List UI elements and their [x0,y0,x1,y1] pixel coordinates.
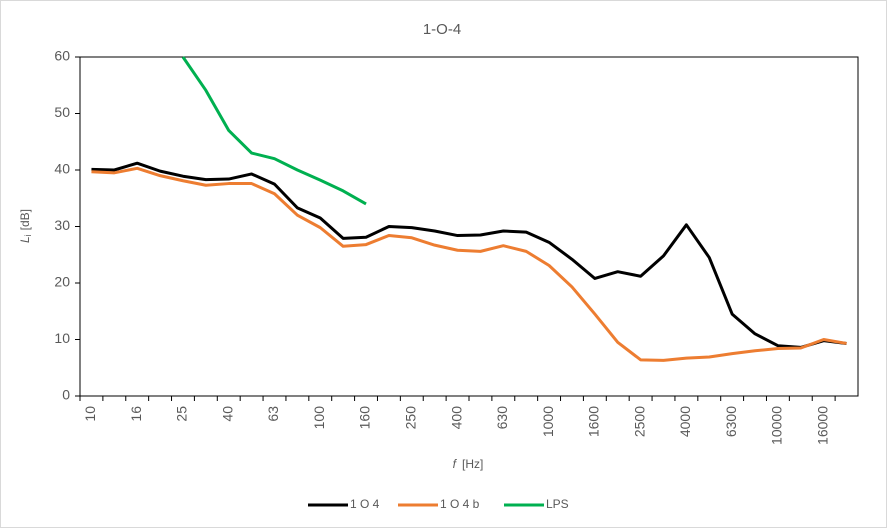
y-tick-label: 40 [54,161,70,177]
y-tick-label: 0 [62,387,70,403]
chart-title: 1-O-4 [423,21,461,38]
y-label-subscript: i [23,234,33,236]
x-tick-label: 1000 [540,406,556,437]
x-tick-label: 25 [174,406,190,422]
y-axis-label: Li [dB] [18,209,33,243]
x-tick-label: 400 [448,406,464,430]
x-tick-label: 16000 [814,406,830,445]
y-tick-label: 50 [54,104,70,120]
x-tick-label: 10000 [769,406,785,445]
series-line [91,161,847,349]
x-axis-label: f [Hz] [453,457,484,471]
series-line [91,166,847,362]
legend-label: 1 O 4 [350,497,380,511]
series-line [181,56,367,206]
x-label-symbol: f [453,457,458,471]
x-tick-label: 63 [265,406,281,422]
y-tick-label: 20 [54,274,70,290]
x-tick-label: 630 [494,406,510,430]
legend-label: 1 O 4 b [440,497,480,511]
x-tick-label: 10 [82,406,98,422]
x-tick-label: 6300 [723,406,739,437]
x-tick-label: 250 [402,406,418,430]
y-tick-label: 30 [54,217,70,233]
x-tick-label: 40 [219,406,235,422]
y-tick-label: 10 [54,330,70,346]
x-tick-label: 16 [128,406,144,422]
x-tick-label: 160 [357,406,373,430]
x-tick-label: 4000 [677,406,693,437]
y-label-symbol: L [18,236,32,243]
y-label-unit: [dB] [18,209,32,230]
legend-label: LPS [546,497,569,511]
x-tick-label: 2500 [631,406,647,437]
x-tick-label: 100 [311,406,327,430]
y-tick-label: 60 [54,48,70,64]
x-tick-label: 1600 [586,406,602,437]
x-label-unit: [Hz] [462,457,483,471]
